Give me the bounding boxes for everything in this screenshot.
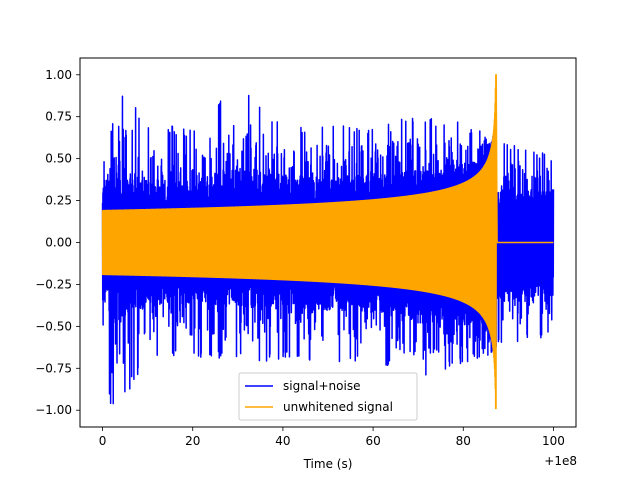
x-tick-label: 100 [542,434,565,448]
y-tick-label: 0.50 [45,152,72,166]
legend-label-signal-noise: signal+noise [283,379,360,393]
x-ticks: 0 20 40 60 80 100 [99,427,565,448]
x-tick-label: 80 [456,434,471,448]
y-tick-label: −0.75 [35,361,72,375]
x-tick-label: 60 [365,434,380,448]
y-tick-label: −0.50 [35,319,72,333]
legend-box [238,372,418,421]
y-tick-label: 0.25 [45,194,72,208]
legend-label-unwhitened-signal: unwhitened signal [283,400,393,414]
x-tick-label: 0 [99,434,107,448]
legend: signal+noise unwhitened signal [238,372,418,421]
y-tick-label: 1.00 [45,68,72,82]
x-tick-label: 40 [275,434,290,448]
x-axis-offset-label: +1e8 [544,454,577,468]
series-unwhitened-signal-line [101,74,554,410]
x-axis-label: Time (s) [303,457,353,471]
series-signal-noise-line [101,94,555,405]
y-ticks: 1.00 0.75 0.50 0.25 0.00 −0.25 −0.50 −0.75 −1.00 [35,68,80,417]
y-tick-label: 0.75 [45,110,72,124]
y-tick-label: 0.00 [45,236,72,250]
x-tick-label: 20 [185,434,200,448]
plot-area [101,74,555,410]
y-tick-label: −1.00 [35,403,72,417]
y-tick-label: −0.25 [35,277,72,291]
